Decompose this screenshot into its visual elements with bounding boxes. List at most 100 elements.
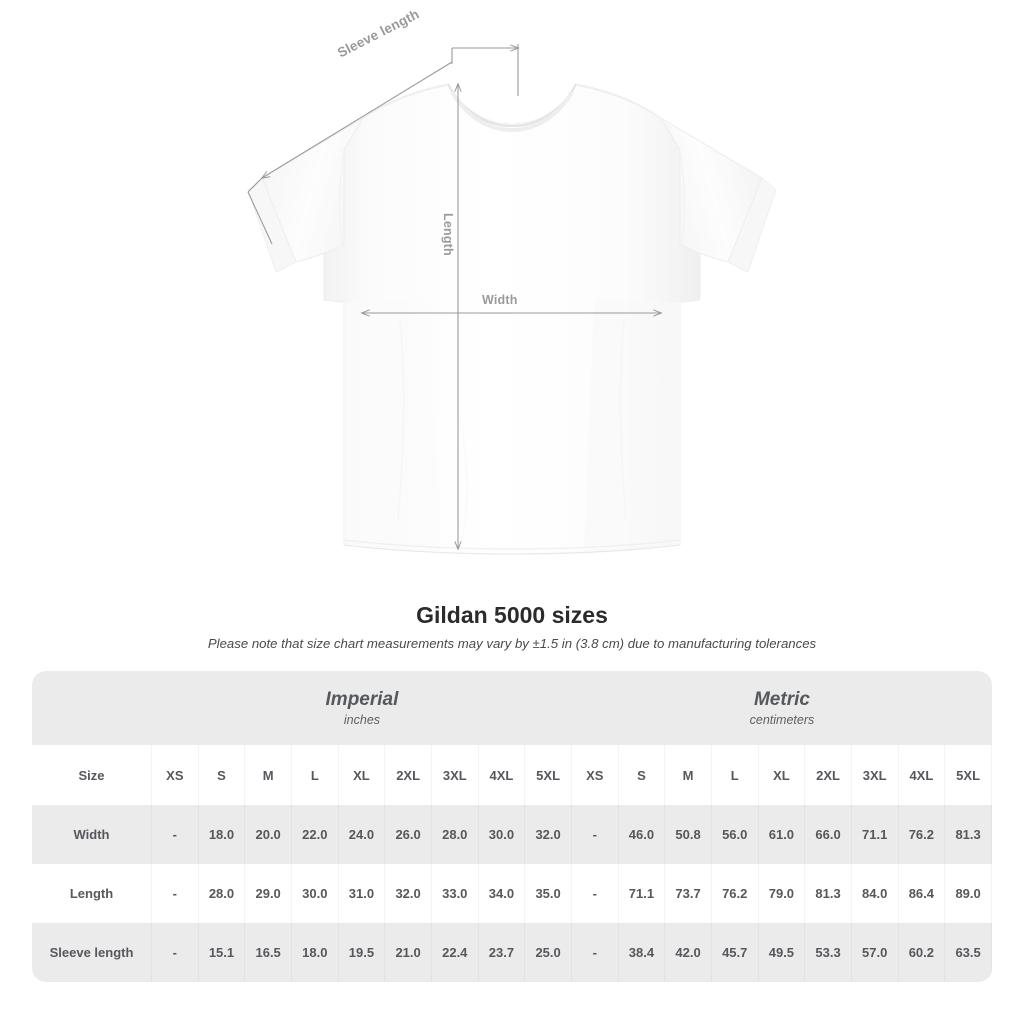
cell-length-imperial-xs: - bbox=[152, 864, 199, 923]
cell-length-imperial-4xl: 34.0 bbox=[478, 864, 526, 923]
cell-length-metric-l: 76.2 bbox=[711, 864, 759, 923]
size-header-5xl: 5XL bbox=[525, 745, 572, 805]
cell-length-imperial-3xl: 33.0 bbox=[431, 864, 479, 923]
cell-sleeve-length-metric-xs: - bbox=[571, 923, 619, 982]
cell-sleeve-length-imperial-xl: 19.5 bbox=[338, 923, 386, 982]
size-header-xl: XL bbox=[338, 745, 386, 805]
length-label: Length bbox=[441, 213, 455, 256]
cell-sleeve-length-imperial-l: 18.0 bbox=[291, 923, 339, 982]
cell-length-imperial-xl: 31.0 bbox=[338, 864, 386, 923]
tshirt-measurement-diagram: Sleeve length Length Width bbox=[247, 6, 777, 555]
cell-width-imperial-3xl: 28.0 bbox=[431, 805, 479, 864]
cell-width-imperial-4xl: 30.0 bbox=[478, 805, 526, 864]
table-row: Length -28.0 29.0 30.0 31.0 32.0 33.0 34.0 35.0-… bbox=[32, 864, 992, 923]
cell-width-metric-xl: 61.0 bbox=[758, 805, 806, 864]
size-header-3xl: 3XL bbox=[851, 745, 899, 805]
cell-sleeve-length-metric-l: 45.7 bbox=[711, 923, 759, 982]
cell-sleeve-length-metric-s: 38.4 bbox=[618, 923, 666, 982]
cell-width-imperial-5xl: 32.0 bbox=[525, 805, 572, 864]
table-row: Width -18.0 20.0 22.0 24.0 26.0 28.0 30.0 32.0-4… bbox=[32, 805, 992, 864]
cell-length-metric-3xl: 84.0 bbox=[851, 864, 899, 923]
cell-width-imperial-s: 18.0 bbox=[198, 805, 246, 864]
size-header-m: M bbox=[245, 745, 292, 805]
cell-width-imperial-m: 20.0 bbox=[245, 805, 292, 864]
size-header-xl: XL bbox=[758, 745, 806, 805]
size-header-5xl: 5XL bbox=[945, 745, 992, 805]
dimension-lines bbox=[247, 44, 661, 549]
cell-width-imperial-xl: 24.0 bbox=[338, 805, 386, 864]
cell-sleeve-length-imperial-xs: - bbox=[152, 923, 199, 982]
cell-length-imperial-l: 30.0 bbox=[291, 864, 339, 923]
size-header-2xl: 2XL bbox=[805, 745, 852, 805]
unit-system-name: Imperial bbox=[325, 689, 399, 710]
cell-length-metric-4xl: 86.4 bbox=[898, 864, 946, 923]
cell-width-imperial-l: 22.0 bbox=[291, 805, 339, 864]
size-header-s: S bbox=[198, 745, 246, 805]
cell-sleeve-length-imperial-s: 15.1 bbox=[198, 923, 246, 982]
unit-name: inches bbox=[343, 712, 381, 727]
cell-sleeve-length-imperial-2xl: 21.0 bbox=[385, 923, 432, 982]
cell-width-imperial-2xl: 26.0 bbox=[385, 805, 432, 864]
sleeve-length-dimension-line bbox=[262, 61, 453, 178]
unit-system-name: Metric bbox=[753, 689, 810, 710]
cell-sleeve-length-metric-5xl: 63.5 bbox=[945, 923, 992, 982]
size-header-m: M bbox=[665, 745, 712, 805]
cell-width-metric-s: 46.0 bbox=[618, 805, 666, 864]
cell-sleeve-length-imperial-4xl: 23.7 bbox=[478, 923, 526, 982]
cell-sleeve-length-metric-m: 42.0 bbox=[665, 923, 712, 982]
cell-width-metric-4xl: 76.2 bbox=[898, 805, 946, 864]
size-header-row: Size XS S M L XL 2XL 3XL 4XL 5XL XS S M L XL 2XL 3XL 4XL 5… bbox=[32, 745, 992, 805]
cell-width-imperial-xs: - bbox=[152, 805, 199, 864]
table-corner-cell bbox=[32, 671, 152, 745]
cell-sleeve-length-imperial-5xl: 25.0 bbox=[525, 923, 572, 982]
cell-length-imperial-2xl: 32.0 bbox=[385, 864, 432, 923]
cell-width-metric-xs: - bbox=[571, 805, 619, 864]
cell-sleeve-length-metric-2xl: 53.3 bbox=[805, 923, 852, 982]
size-header-3xl: 3XL bbox=[431, 745, 479, 805]
size-header-l: L bbox=[711, 745, 759, 805]
cell-length-metric-2xl: 81.3 bbox=[805, 864, 852, 923]
cell-sleeve-length-imperial-3xl: 22.4 bbox=[431, 923, 479, 982]
size-header-xs: XS bbox=[571, 745, 619, 805]
cell-length-metric-xl: 79.0 bbox=[758, 864, 806, 923]
cell-width-metric-3xl: 71.1 bbox=[851, 805, 899, 864]
tshirt-illustration bbox=[247, 44, 777, 555]
cell-length-metric-s: 71.1 bbox=[618, 864, 666, 923]
sleeve-length-extension-outer bbox=[247, 177, 263, 193]
cell-width-metric-m: 50.8 bbox=[665, 805, 712, 864]
width-label: Width bbox=[482, 293, 518, 307]
cell-sleeve-length-imperial-m: 16.5 bbox=[245, 923, 292, 982]
size-header-2xl: 2XL bbox=[385, 745, 432, 805]
cell-width-metric-5xl: 81.3 bbox=[945, 805, 992, 864]
cell-length-imperial-m: 29.0 bbox=[245, 864, 292, 923]
unit-name: centimeters bbox=[749, 712, 815, 727]
size-header-4xl: 4XL bbox=[898, 745, 946, 805]
size-header-xs: XS bbox=[152, 745, 199, 805]
row-label-width: Width bbox=[32, 805, 152, 864]
size-header-s: S bbox=[618, 745, 666, 805]
size-header-4xl: 4XL bbox=[478, 745, 526, 805]
sleeve-length-extension-lower bbox=[247, 191, 273, 245]
cell-sleeve-length-metric-xl: 49.5 bbox=[758, 923, 806, 982]
cell-length-metric-5xl: 89.0 bbox=[945, 864, 992, 923]
size-chart-table-container: Imperial inches Metric centimeters Size XS S M L… bbox=[32, 671, 992, 982]
unit-system-cell-imperial: Imperial inches bbox=[152, 671, 572, 745]
tolerance-note: Please note that size chart measurements… bbox=[207, 636, 817, 651]
cell-sleeve-length-metric-3xl: 57.0 bbox=[851, 923, 899, 982]
table-row: Sleeve length -15.1 16.5 18.0 19.5 21.0 22.4 23… bbox=[32, 923, 992, 982]
size-header-l: L bbox=[291, 745, 339, 805]
cell-width-metric-2xl: 66.0 bbox=[805, 805, 852, 864]
unit-system-row: Imperial inches Metric centimeters bbox=[32, 671, 992, 745]
cell-length-imperial-s: 28.0 bbox=[198, 864, 246, 923]
row-label-length: Length bbox=[32, 864, 152, 923]
page-title: Gildan 5000 sizes bbox=[416, 602, 608, 628]
cell-width-metric-l: 56.0 bbox=[711, 805, 759, 864]
cell-length-metric-m: 73.7 bbox=[665, 864, 712, 923]
shirt-body-shape bbox=[247, 83, 777, 555]
cell-length-metric-xs: - bbox=[571, 864, 619, 923]
cell-length-imperial-5xl: 35.0 bbox=[525, 864, 572, 923]
unit-system-cell-metric: Metric centimeters bbox=[571, 671, 992, 745]
size-chart-table: Imperial inches Metric centimeters Size XS S M L… bbox=[32, 671, 992, 982]
size-column-header: Size bbox=[32, 745, 152, 805]
row-label-sleeve-length: Sleeve length bbox=[32, 923, 152, 982]
